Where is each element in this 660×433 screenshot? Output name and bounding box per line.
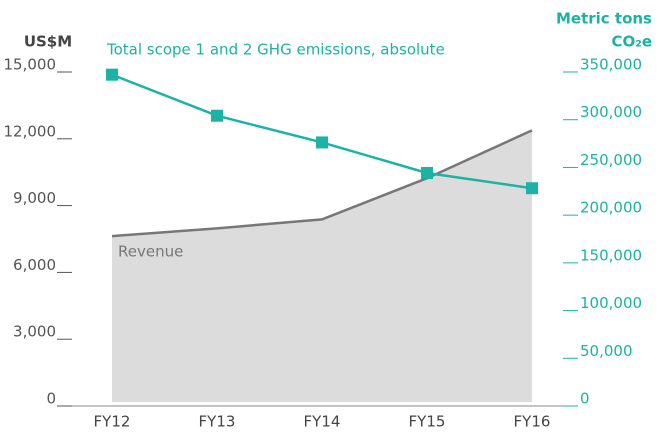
y-tick-label: 15,000 bbox=[4, 56, 57, 74]
y-tick-label: 12,000 bbox=[4, 122, 57, 140]
line bbox=[111, 129, 533, 238]
marker bbox=[106, 68, 118, 81]
x-tick-label: FY13 bbox=[199, 413, 236, 431]
y-tick-label: 9,000 bbox=[13, 189, 56, 207]
x-tick-label: FY12 bbox=[94, 413, 131, 431]
y-tick-label: 6,000 bbox=[13, 256, 56, 274]
marker bbox=[526, 182, 538, 195]
area bbox=[112, 130, 532, 402]
y2-tick-label: 350,000 bbox=[580, 56, 642, 74]
y2-axis-title: CO₂e bbox=[611, 33, 652, 51]
marker bbox=[211, 109, 223, 122]
y2-tick-label: 150,000 bbox=[580, 246, 642, 264]
y2-axis-title: Metric tons bbox=[556, 10, 652, 28]
series-label: Total scope 1 and 2 GHG emissions, absol… bbox=[106, 41, 445, 59]
series-label: Revenue bbox=[118, 243, 183, 261]
y-tick-label: 3,000 bbox=[13, 323, 56, 341]
y2-tick-label: 300,000 bbox=[580, 103, 642, 121]
y2-tick-label: 0 bbox=[580, 390, 590, 408]
x-tick-label: FY15 bbox=[409, 413, 446, 431]
y2-tick-label: 250,000 bbox=[580, 151, 642, 169]
y2-tick-label: 200,000 bbox=[580, 199, 642, 217]
y2-tick-label: 50,000 bbox=[580, 342, 633, 360]
x-tick-label: FY14 bbox=[304, 413, 341, 431]
y2-tick-label: 100,000 bbox=[580, 294, 642, 312]
x-tick-label: FY16 bbox=[514, 413, 551, 431]
y-tick-label: 0 bbox=[46, 390, 56, 408]
y-axis-title: US$M bbox=[24, 33, 72, 51]
marker bbox=[421, 166, 433, 179]
marker bbox=[316, 136, 328, 149]
